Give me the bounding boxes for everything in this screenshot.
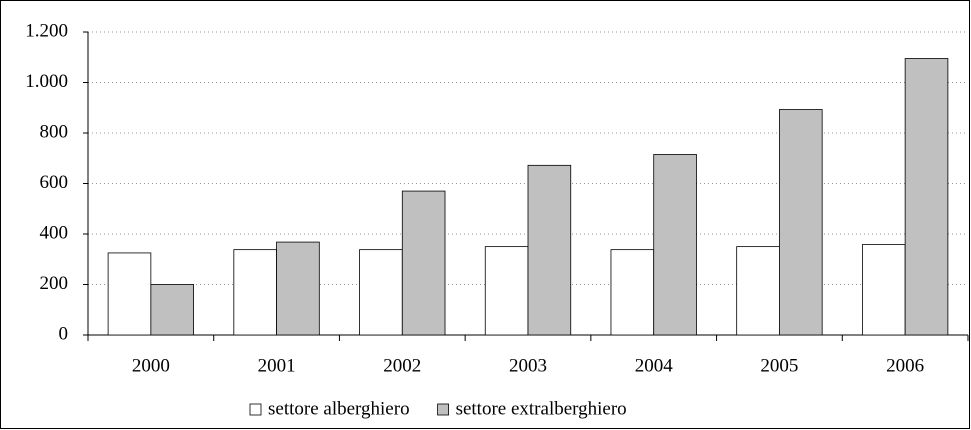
bar [150, 284, 195, 336]
y-tick-label: 0 [59, 323, 69, 344]
x-tick-label: 2001 [258, 355, 296, 376]
bar [107, 252, 152, 336]
bar [653, 154, 697, 336]
bar [359, 249, 403, 336]
y-tick-label: 600 [40, 172, 69, 193]
x-tick-label: 2006 [886, 355, 924, 376]
legend-label: settore extralberghiero [456, 398, 627, 419]
bar [484, 246, 529, 336]
y-tick-label: 800 [40, 121, 69, 142]
bar [276, 241, 320, 336]
bar [736, 246, 780, 336]
x-tick-label: 2000 [132, 355, 170, 376]
x-tick-label: 2005 [760, 355, 798, 376]
x-tick-label: 2003 [509, 355, 547, 376]
y-tick-label: 1.000 [25, 71, 68, 92]
bar [904, 58, 949, 336]
legend-swatch [249, 403, 262, 416]
bar [527, 164, 572, 336]
bar [862, 244, 906, 336]
x-tick-label: 2002 [383, 355, 421, 376]
legend-swatch [437, 403, 449, 416]
y-tick-label: 1.200 [25, 20, 68, 41]
y-tick-label: 400 [40, 222, 69, 243]
bar [610, 249, 655, 336]
x-tick-label: 2004 [635, 355, 674, 376]
bar [779, 109, 823, 336]
bar [401, 190, 446, 336]
y-tick-label: 200 [40, 273, 69, 294]
legend-label: settore alberghiero [268, 398, 410, 419]
bar [233, 249, 277, 336]
